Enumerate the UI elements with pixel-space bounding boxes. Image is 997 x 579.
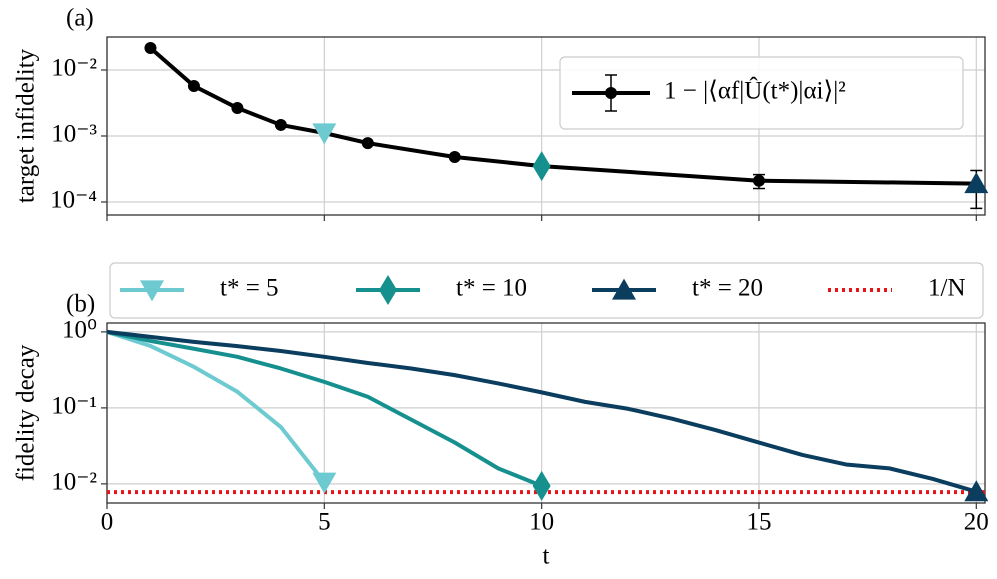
panel-label: (b) xyxy=(66,291,95,318)
marker xyxy=(964,480,989,502)
data-line xyxy=(149,46,977,186)
x-tick-label: 5 xyxy=(318,509,331,536)
y-tick-label: 10⁻² xyxy=(51,469,97,496)
marker xyxy=(312,472,337,494)
y-tick-label: 10⁻² xyxy=(51,55,97,82)
axes-frame xyxy=(106,36,986,216)
marker xyxy=(752,174,765,187)
y-tick-label: 10⁰ xyxy=(62,317,97,344)
legend-label: 1 − |⟨αf|Û(t*)|αi⟩|² xyxy=(664,77,846,105)
legend-marker xyxy=(379,275,397,305)
x-tick-label: 10 xyxy=(529,509,554,536)
y-tick-label: 10⁻³ xyxy=(51,121,97,148)
legend-marker xyxy=(140,280,164,302)
marker xyxy=(964,172,989,194)
x-axis-label: t xyxy=(543,543,550,570)
legend-label: 1/N xyxy=(928,275,966,302)
legend-handle xyxy=(605,87,617,99)
x-tick-label: 20 xyxy=(964,509,989,536)
legend-label: t* = 5 xyxy=(220,275,279,302)
marker xyxy=(532,151,551,182)
data-line xyxy=(106,329,543,488)
marker xyxy=(532,470,551,501)
legend-label: t* = 10 xyxy=(456,275,527,302)
y-axis-label: fidelity decay xyxy=(13,344,40,481)
marker xyxy=(231,102,244,115)
x-tick-label: 15 xyxy=(746,509,771,536)
marker xyxy=(312,123,337,145)
marker xyxy=(361,137,374,150)
legend-marker xyxy=(612,278,636,300)
y-tick-label: 10⁻¹ xyxy=(51,393,97,420)
marker xyxy=(274,118,287,131)
axes-frame xyxy=(106,322,986,504)
marker xyxy=(448,151,461,164)
x-tick-label: 0 xyxy=(101,509,114,536)
legend-box xyxy=(109,262,984,319)
marker xyxy=(144,42,157,55)
y-axis-label: target infidelity xyxy=(13,48,40,203)
y-tick-label: 10⁻⁴ xyxy=(50,187,97,214)
data-line xyxy=(106,329,977,494)
marker xyxy=(187,79,200,92)
legend-label: t* = 20 xyxy=(692,275,763,302)
data-line xyxy=(106,330,326,484)
panel-label: (a) xyxy=(66,5,94,32)
legend-box xyxy=(559,56,964,130)
